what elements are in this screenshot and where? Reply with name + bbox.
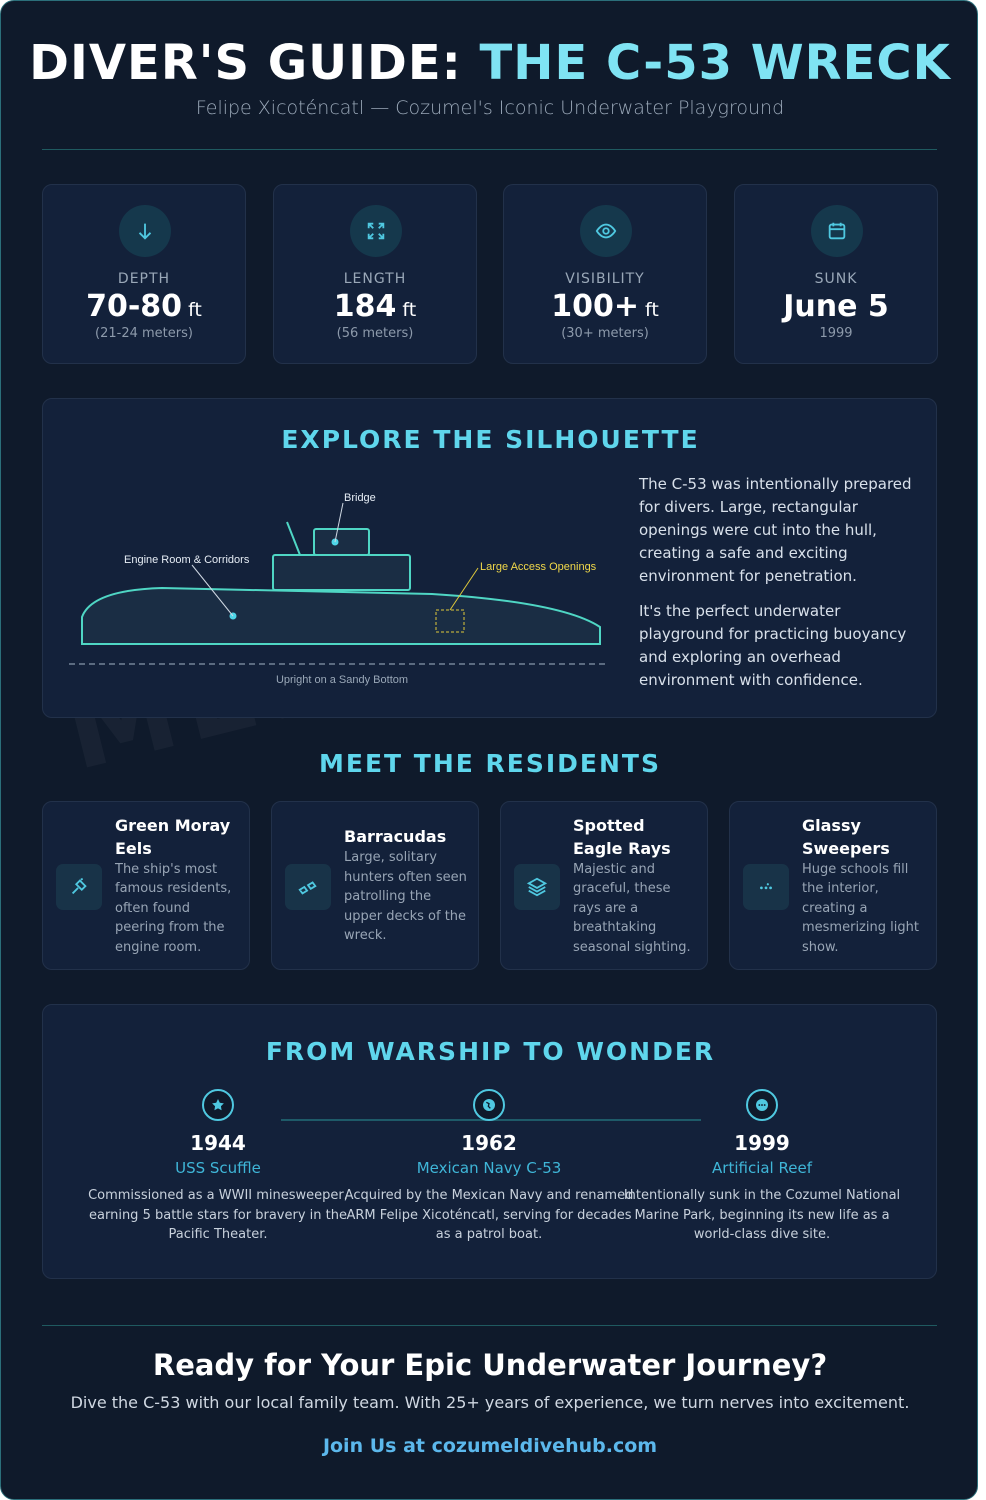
paragraph: It's the perfect underwater playground f…	[639, 602, 907, 689]
stat-value: 70-80 ft	[43, 289, 245, 324]
resident-name: Green Moray Eels	[115, 815, 231, 858]
value: June 5	[783, 289, 889, 324]
resident-card: Green Moray Eels The ship's most famous r…	[42, 801, 250, 970]
stat-card: LENGTH 184 ft (56 meters)	[273, 184, 477, 364]
silhouette-section: EXPLORE THE SILHOUETTE Bridge Engine Roo…	[42, 398, 937, 718]
label-engine: Engine Room & Corridors	[124, 554, 250, 566]
subtitle: Felipe Xicoténcatl — Cozumel's Iconic Un…	[195, 97, 785, 119]
label-openings: Large Access Openings	[480, 561, 597, 573]
event-name: Artificial Reef	[712, 1159, 812, 1177]
stat-label: SUNK	[814, 271, 858, 287]
mast	[286, 521, 301, 556]
bridge	[313, 528, 370, 556]
cta-link[interactable]: Join Us at cozumeldivehub.com	[322, 1435, 658, 1457]
event-description: Acquired by the Mexican Navy and renamed…	[344, 1188, 634, 1242]
description: The C-53 was intentionally prepared for …	[639, 473, 919, 704]
timeline-event: 1962 Mexican Navy C-53 Acquired by the M…	[344, 1089, 634, 1245]
title-part: THE C-53 WRECK	[479, 35, 951, 91]
event-year: 1944	[190, 1131, 246, 1155]
stat-value: June 5	[735, 289, 937, 324]
unit: ft	[402, 299, 417, 321]
resident-description: Huge schools fill the interior, creating…	[802, 861, 919, 955]
value: 70-80	[86, 289, 183, 324]
divider	[42, 149, 937, 150]
superstructure	[272, 554, 411, 591]
resident-description: Large, solitary hunters often seen patro…	[344, 850, 467, 944]
title: DIVER'S GUIDE: THE C-53 WRECK	[1, 35, 977, 91]
timeline-event: 1999 Artificial Reef Intentionally sunk …	[617, 1089, 907, 1245]
stat-label: LENGTH	[343, 271, 407, 287]
resident-description: Majestic and graceful, these rays are a …	[573, 861, 691, 955]
ship-diagram: Bridge Engine Room & Corridors Large Acc…	[69, 492, 609, 686]
cta-text: Dive the C-53 with our local family team…	[70, 1393, 910, 1412]
event-name: USS Scuffle	[175, 1159, 261, 1177]
section-title: EXPLORE THE SILHOUETTE	[281, 425, 700, 454]
stat-card: VISIBILITY 100+ ft (30+ meters)	[503, 184, 707, 364]
resident-name: Glassy Sweepers	[802, 815, 890, 858]
section-title: MEET THE RESIDENTS	[319, 749, 661, 778]
stat-note: (30+ meters)	[561, 326, 649, 341]
resident-card: Barracudas Large, solitary hunters often …	[271, 801, 479, 970]
leader	[334, 502, 344, 543]
stat-card: SUNK June 5 1999	[734, 184, 938, 364]
stat-note: 1999	[819, 326, 853, 341]
stat-note: (21-24 meters)	[95, 326, 193, 341]
leader	[449, 567, 479, 611]
resident-card: Spotted Eagle Rays Majestic and graceful,…	[500, 801, 708, 970]
paragraph: The C-53 was intentionally prepared for …	[639, 475, 912, 585]
value: 184	[333, 289, 397, 324]
history-section: FROM WARSHIP TO WONDER	[42, 1004, 937, 1279]
section-title: FROM WARSHIP TO WONDER	[265, 1037, 716, 1066]
resident-name: Spotted Eagle Rays	[573, 815, 671, 858]
event-year: 1999	[734, 1131, 790, 1155]
stat-label: VISIBILITY	[565, 271, 645, 287]
event-name: Mexican Navy C-53	[416, 1159, 562, 1177]
timeline-event: 1944 USS Scuffle Commissioned as a WWII …	[73, 1089, 363, 1245]
unit: ft	[644, 299, 659, 321]
event-description: Intentionally sunk in the Cozumel Nation…	[623, 1188, 901, 1242]
value: 100+	[551, 289, 639, 324]
label-bottom: Upright on a Sandy Bottom	[276, 674, 408, 686]
unit: ft	[188, 299, 202, 321]
label-bridge: Bridge	[344, 492, 376, 504]
resident-card: Glassy Sweepers Huge schools fill the int…	[729, 801, 937, 970]
stat-card: DEPTH 70-80 ft (21-24 meters)	[42, 184, 246, 364]
divider	[42, 1325, 937, 1326]
resident-name: Barracudas	[344, 827, 447, 847]
event-year: 1962	[461, 1131, 517, 1155]
leader	[191, 564, 234, 617]
cta-title: Ready for Your Epic Underwater Journey?	[152, 1348, 828, 1382]
stat-value: 184 ft	[274, 289, 476, 324]
event-description: Commissioned as a WWII minesweeper, earn…	[88, 1188, 348, 1242]
resident-description: The ship's most famous residents, often …	[115, 861, 232, 955]
stat-note: (56 meters)	[336, 326, 414, 341]
title-part: DIVER'S GUIDE:	[29, 35, 462, 91]
hull	[81, 586, 601, 645]
stat-value: 100+ ft	[504, 289, 706, 324]
stat-label: DEPTH	[117, 271, 171, 287]
